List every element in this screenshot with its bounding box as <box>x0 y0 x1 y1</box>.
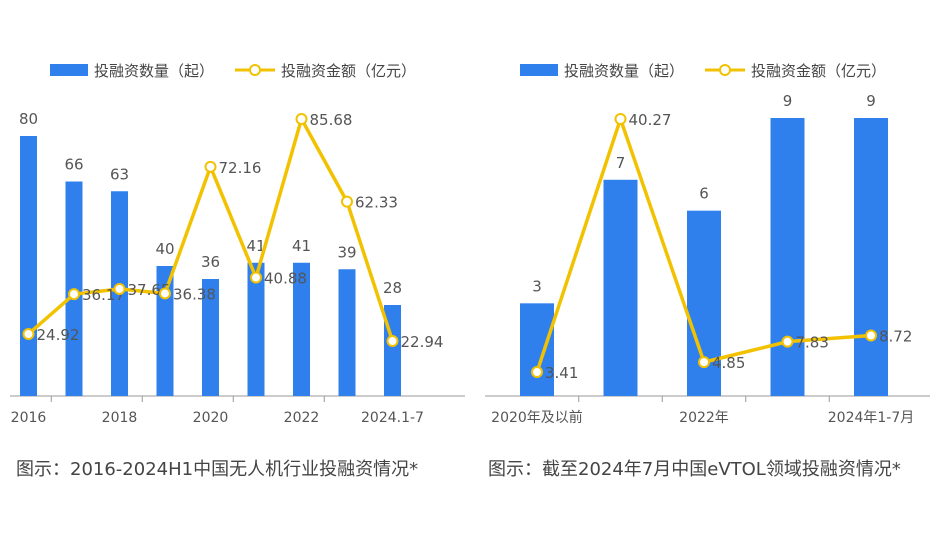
right-bar <box>770 118 805 396</box>
left-x-tick-label: 2018 <box>102 410 138 426</box>
right-bar <box>520 303 554 396</box>
left-bar <box>338 269 356 396</box>
left-bar-value-label: 36 <box>201 253 220 271</box>
left-bar-value-label: 66 <box>64 156 83 174</box>
left-line-value-label: 24.92 <box>37 326 80 344</box>
left-line-point <box>341 195 353 208</box>
left-bar <box>156 266 174 396</box>
left-bar <box>20 136 37 396</box>
right-line-point <box>531 366 543 378</box>
left-line-value-label: 40.88 <box>264 270 307 288</box>
right-line-value-label: 8.72 <box>879 328 912 346</box>
left-legend: 投融资数量（起） 投融资金额（亿元） <box>50 62 416 80</box>
right-chart: 投融资数量（起） 投融资金额（亿元） 3 7 6 9 9 3.41 40.27 4.85 7.83 8… <box>475 0 949 541</box>
right-line-value-label: 4.85 <box>712 354 745 372</box>
left-x-tick-label: 2016 <box>11 410 47 426</box>
left-line-point <box>159 287 171 300</box>
right-chart-svg: 投融资数量（起） 投融资金额（亿元） 3 7 6 9 9 3.41 40.27 4.85 7.83 8… <box>485 62 930 426</box>
right-line-value-label: 40.27 <box>629 111 672 129</box>
right-legend-line-marker <box>719 64 731 76</box>
right-x-tick-label: 2020年及以前 <box>491 409 583 426</box>
left-bar-value-label: 80 <box>19 110 38 128</box>
right-bar-value-label: 6 <box>699 185 709 203</box>
left-line-value-label: 85.68 <box>310 111 353 129</box>
left-bar <box>293 262 310 396</box>
right-x-tick-label: 2022年 <box>679 410 729 426</box>
right-line-point <box>614 113 627 125</box>
right-bar-value-label: 3 <box>532 277 542 295</box>
right-x-tick-label: 2024年1-7月 <box>828 410 915 426</box>
left-line-point <box>68 288 80 301</box>
right-bar <box>854 118 888 396</box>
right-bar-value-label: 7 <box>616 154 626 172</box>
right-chart-caption: 图示：截至2024年7月中国eVTOL领域投融资情况* <box>488 459 901 480</box>
left-line-value-label: 22.94 <box>401 333 444 351</box>
left-legend-bar-label: 投融资数量（起） <box>94 62 214 80</box>
left-line-value-label: 72.16 <box>219 159 262 177</box>
left-legend-bar-swatch <box>50 64 88 76</box>
right-legend-bar-label: 投融资数量（起） <box>564 62 684 80</box>
right-line-value-label: 3.41 <box>545 364 578 382</box>
left-chart: 投融资数量（起） 投融资金额（亿元） 80 66 63 40 36 41 41 39 28 24.92… <box>10 62 465 426</box>
left-chart-svg: 投融资数量（起） 投融资金额（亿元） 80 66 63 40 36 41 41 39 28 24.92… <box>10 62 465 426</box>
right-line-value-label: 7.83 <box>796 334 829 352</box>
left-bar-value-label: 28 <box>383 279 402 297</box>
left-x-tick-label: 2020 <box>193 410 229 426</box>
right-line-point <box>698 356 710 369</box>
left-bar <box>202 279 219 396</box>
right-legend: 投融资数量（起） 投融资金额（亿元） <box>520 62 886 80</box>
left-line-point <box>113 282 126 295</box>
left-legend-line-marker <box>249 64 261 76</box>
left-legend-line-label: 投融资金额（亿元） <box>281 62 416 80</box>
left-bar-value-label: 63 <box>110 165 129 183</box>
left-x-tick-label: 2022 <box>284 410 320 426</box>
left-bar-value-label: 40 <box>155 240 174 258</box>
left-line-point <box>250 271 262 284</box>
left-chart-caption: 图示：2016-2024H1中国无人机行业投融资情况* <box>16 459 419 480</box>
left-line-point <box>22 327 35 340</box>
left-line-value-label: 36.38 <box>173 285 216 303</box>
right-bar-value-label: 9 <box>866 92 876 110</box>
left-bar-value-label: 41 <box>246 237 265 255</box>
left-x-tick-label: 2024.1-7 <box>361 410 424 426</box>
right-bar-value-label: 9 <box>783 92 793 110</box>
left-bar-value-label: 39 <box>337 243 356 261</box>
right-line-point <box>865 329 877 342</box>
left-line-value-label: 62.33 <box>355 194 398 212</box>
right-legend-bar-swatch <box>520 64 558 76</box>
right-line-point <box>781 335 794 348</box>
right-bar <box>603 179 638 396</box>
left-line-point <box>295 113 308 125</box>
left-line-point <box>386 335 399 347</box>
left-bar-value-label: 41 <box>292 237 311 255</box>
right-legend-line-label: 投融资金额（亿元） <box>751 62 886 80</box>
left-line-point <box>204 160 217 173</box>
left-bar <box>247 262 265 396</box>
